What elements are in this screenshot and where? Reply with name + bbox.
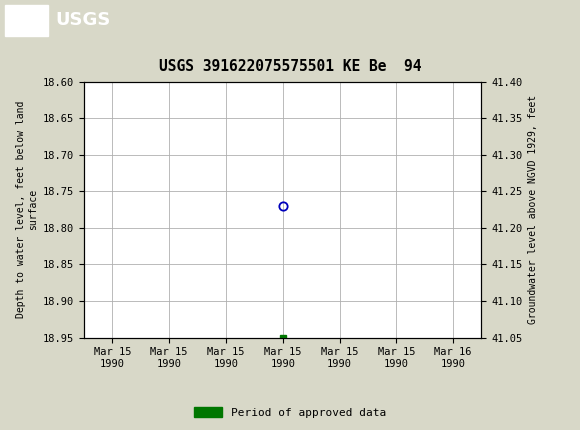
Legend: Period of approved data: Period of approved data: [190, 403, 390, 422]
FancyBboxPatch shape: [5, 5, 48, 36]
Text: USGS 391622075575501 KE Be  94: USGS 391622075575501 KE Be 94: [159, 59, 421, 74]
Y-axis label: Groundwater level above NGVD 1929, feet: Groundwater level above NGVD 1929, feet: [528, 95, 538, 324]
Text: USGS: USGS: [55, 12, 110, 29]
Y-axis label: Depth to water level, feet below land
surface: Depth to water level, feet below land su…: [16, 101, 38, 318]
